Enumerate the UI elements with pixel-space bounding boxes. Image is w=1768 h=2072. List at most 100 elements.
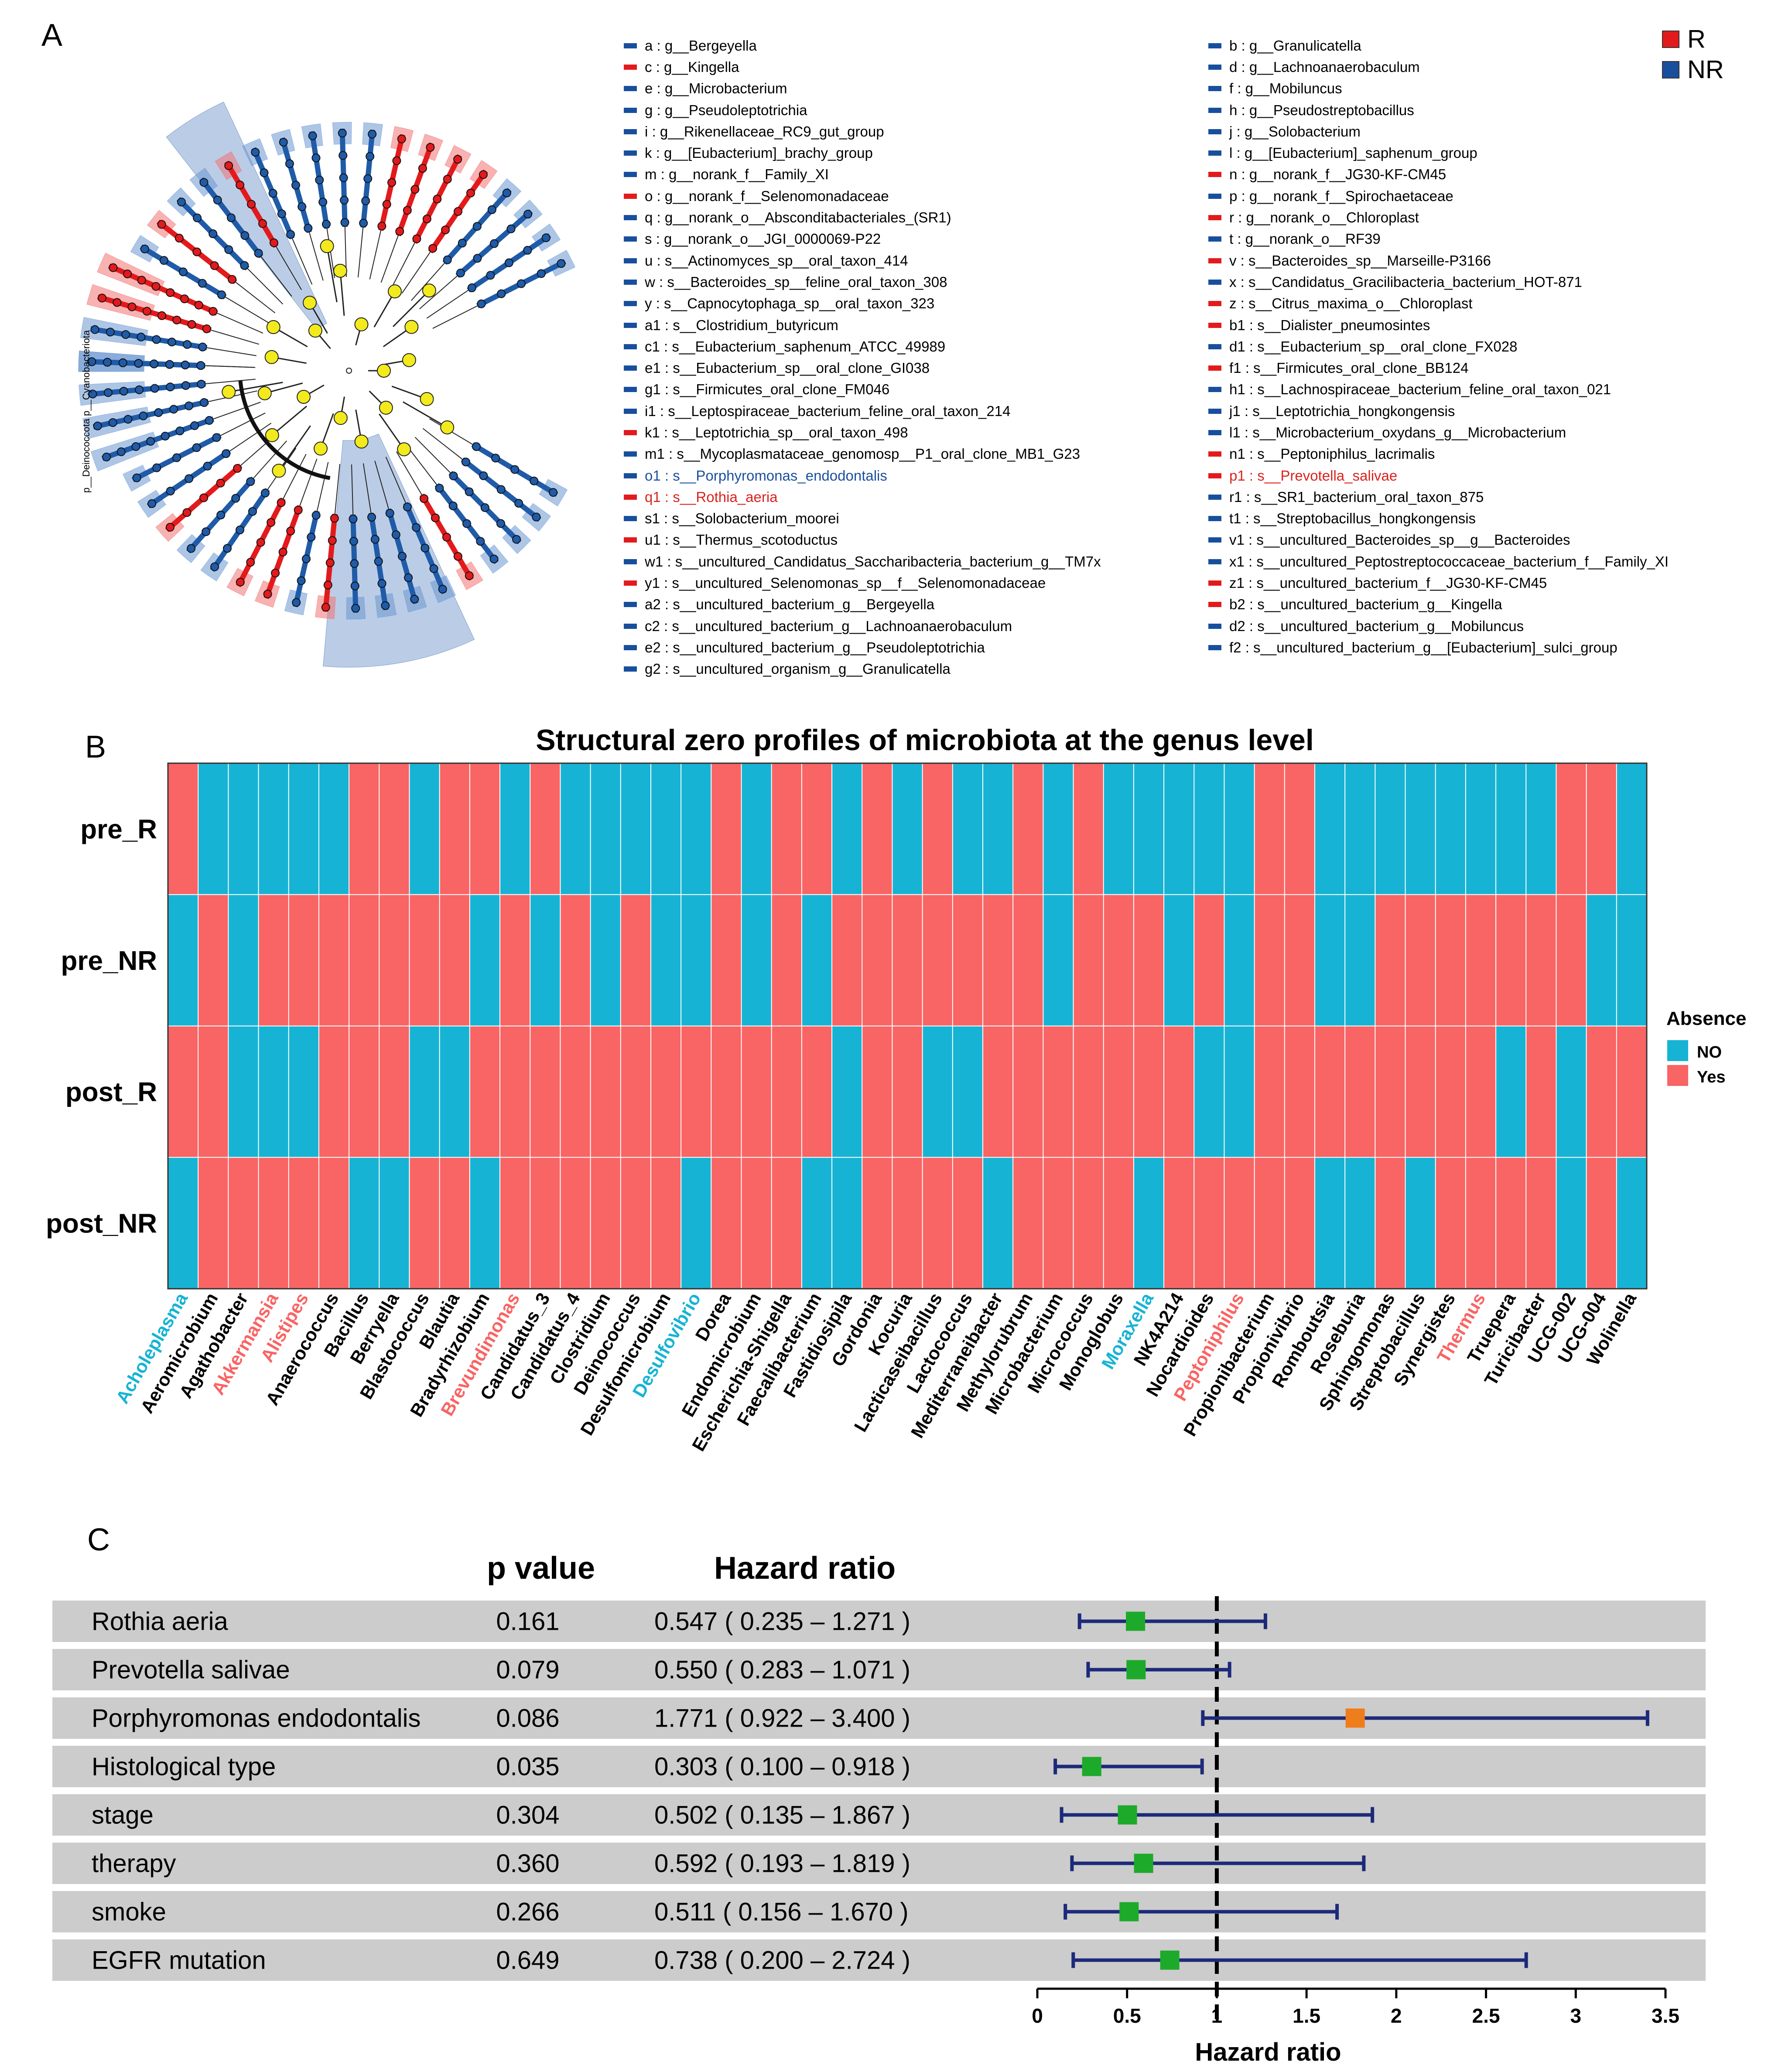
clade-branch [396,451,422,495]
heatmap-cell [288,763,320,895]
group-legend: R NR [1662,24,1724,85]
clade-node [303,296,317,310]
heatmap-row-label: post_R [65,1077,157,1107]
taxon-legend-text: n1 : s__Peptoniphilus_lacrimalis [1229,446,1435,462]
clade-node [202,324,211,334]
clade-node [224,161,233,170]
clade-node [236,526,245,535]
clade-node [172,315,181,324]
heatmap-cell [862,1157,893,1290]
taxon-legend-item: f2 : s__uncultured_bacterium_g__[Eubacte… [1208,637,1768,658]
clade-node [150,384,159,393]
taxon-legend-text: z : s__Citrus_maxima_o__Chloroplast [1229,295,1473,312]
taxon-legend-right-column: b : g__Granulicatella d : g__Lachnoanaero… [1208,35,1768,659]
clade-node [228,275,237,284]
clade-node [379,400,393,415]
clade-node [297,390,311,404]
taxon-group-swatch [624,623,637,629]
heatmap-cell [681,1025,712,1158]
clade-node [403,502,412,512]
taxon-legend-text: v1 : s__uncultured_Bacteroides_sp__g__Ba… [1229,532,1570,548]
heatmap-cell [1103,894,1135,1027]
clade-branch [357,227,364,278]
heatmap-cell [1073,763,1105,895]
heatmap-cell [590,1157,622,1290]
heatmap-cell [922,1025,954,1158]
clade-node [103,388,113,397]
clade-node [426,143,435,152]
clade-node [397,552,407,561]
heatmap-cell [741,1025,773,1158]
forest-x-tick-label: 0.5 [1113,2004,1141,2027]
heatmap-cell [982,1025,1014,1158]
taxon-group-swatch [1208,107,1221,113]
clade-node [199,493,209,502]
forest-point-estimate [1126,1660,1146,1679]
clade-node [185,401,194,410]
taxon-legend-item: r1 : s__SR1_bacterium_oral_taxon_875 [1208,486,1768,508]
taxon-group-swatch [1208,623,1221,629]
clade-node [403,206,412,215]
legend-no-label: NO [1697,1043,1722,1062]
taxon-legend-item: k1 : s__Leptotrichia_sp__oral_taxon_498 [624,422,1213,443]
clade-node [165,360,174,369]
clade-node [139,411,148,420]
heatmap-cell [741,894,773,1027]
taxon-legend-item: t : g__norank_o__RF39 [1208,229,1768,250]
heatmap-cell [1284,894,1316,1027]
forest-row-label: Prevotella salivae [92,1656,290,1684]
clade-node [167,338,176,347]
clade-node [311,511,321,520]
clade-branch [309,232,324,281]
heatmap-cell [892,1157,923,1290]
clade-node [286,230,295,239]
heatmap-cell [1525,894,1557,1027]
taxon-group-swatch [624,86,637,92]
taxon-group-swatch [624,129,637,134]
clade-node [435,484,444,493]
forest-x-axis-label: Hazard ratio [1195,2038,1341,2066]
heatmap-cell [1375,1157,1406,1290]
clade-node [268,189,277,198]
heatmap-cell [801,894,833,1027]
taxon-legend-text: u : s__Actinomyces_sp__oral_taxon_414 [645,252,908,269]
clade-branch [426,290,469,319]
clade-node [472,222,482,231]
heatmap-cell [771,1157,803,1290]
pvalue-header: p value [487,1551,595,1586]
clade-node [412,234,421,243]
taxon-group-swatch [624,150,637,156]
clade-branch [220,413,266,436]
taxon-legend-text: z1 : s__uncultured_bacterium_f__JG30-KF-… [1229,575,1547,591]
clade-branch [362,463,372,513]
clade-node [222,385,236,399]
taxon-group-swatch [624,107,637,113]
clade-node [202,527,211,536]
taxon-group-swatch [624,516,637,522]
heatmap-cell [168,1025,199,1158]
taxon-legend-text: v : s__Bacteroides_sp__Marseille-P3166 [1229,252,1491,269]
clade-branch [401,252,431,294]
taxon-group-swatch [1208,580,1221,586]
taxon-group-swatch [1208,322,1221,328]
clade-node [350,559,359,568]
heatmap-cell [1586,763,1618,895]
forest-x-tick-label: 1 [1211,2004,1223,2027]
clade-node [116,447,126,456]
clade-node [462,519,471,528]
clade-node [377,364,391,378]
heatmap-cell [982,1157,1014,1290]
taxon-legend-item: y : s__Capnocytophaga_sp__oral_taxon_323 [624,293,1213,314]
heatmap-cell [620,1157,652,1290]
clade-node [443,174,452,184]
heatmap-cell [620,894,652,1027]
clade-node [224,245,233,254]
clade-branch [393,290,430,327]
heatmap-cell [349,1157,380,1290]
forest-point-estimate [1082,1757,1101,1776]
taxon-legend-text: m : g__norank_f__Family_XI [645,166,829,183]
heatmap-cell [439,763,471,895]
clade-branch [283,454,307,499]
clade-node [127,302,137,311]
heatmap-cell [1012,1025,1044,1158]
